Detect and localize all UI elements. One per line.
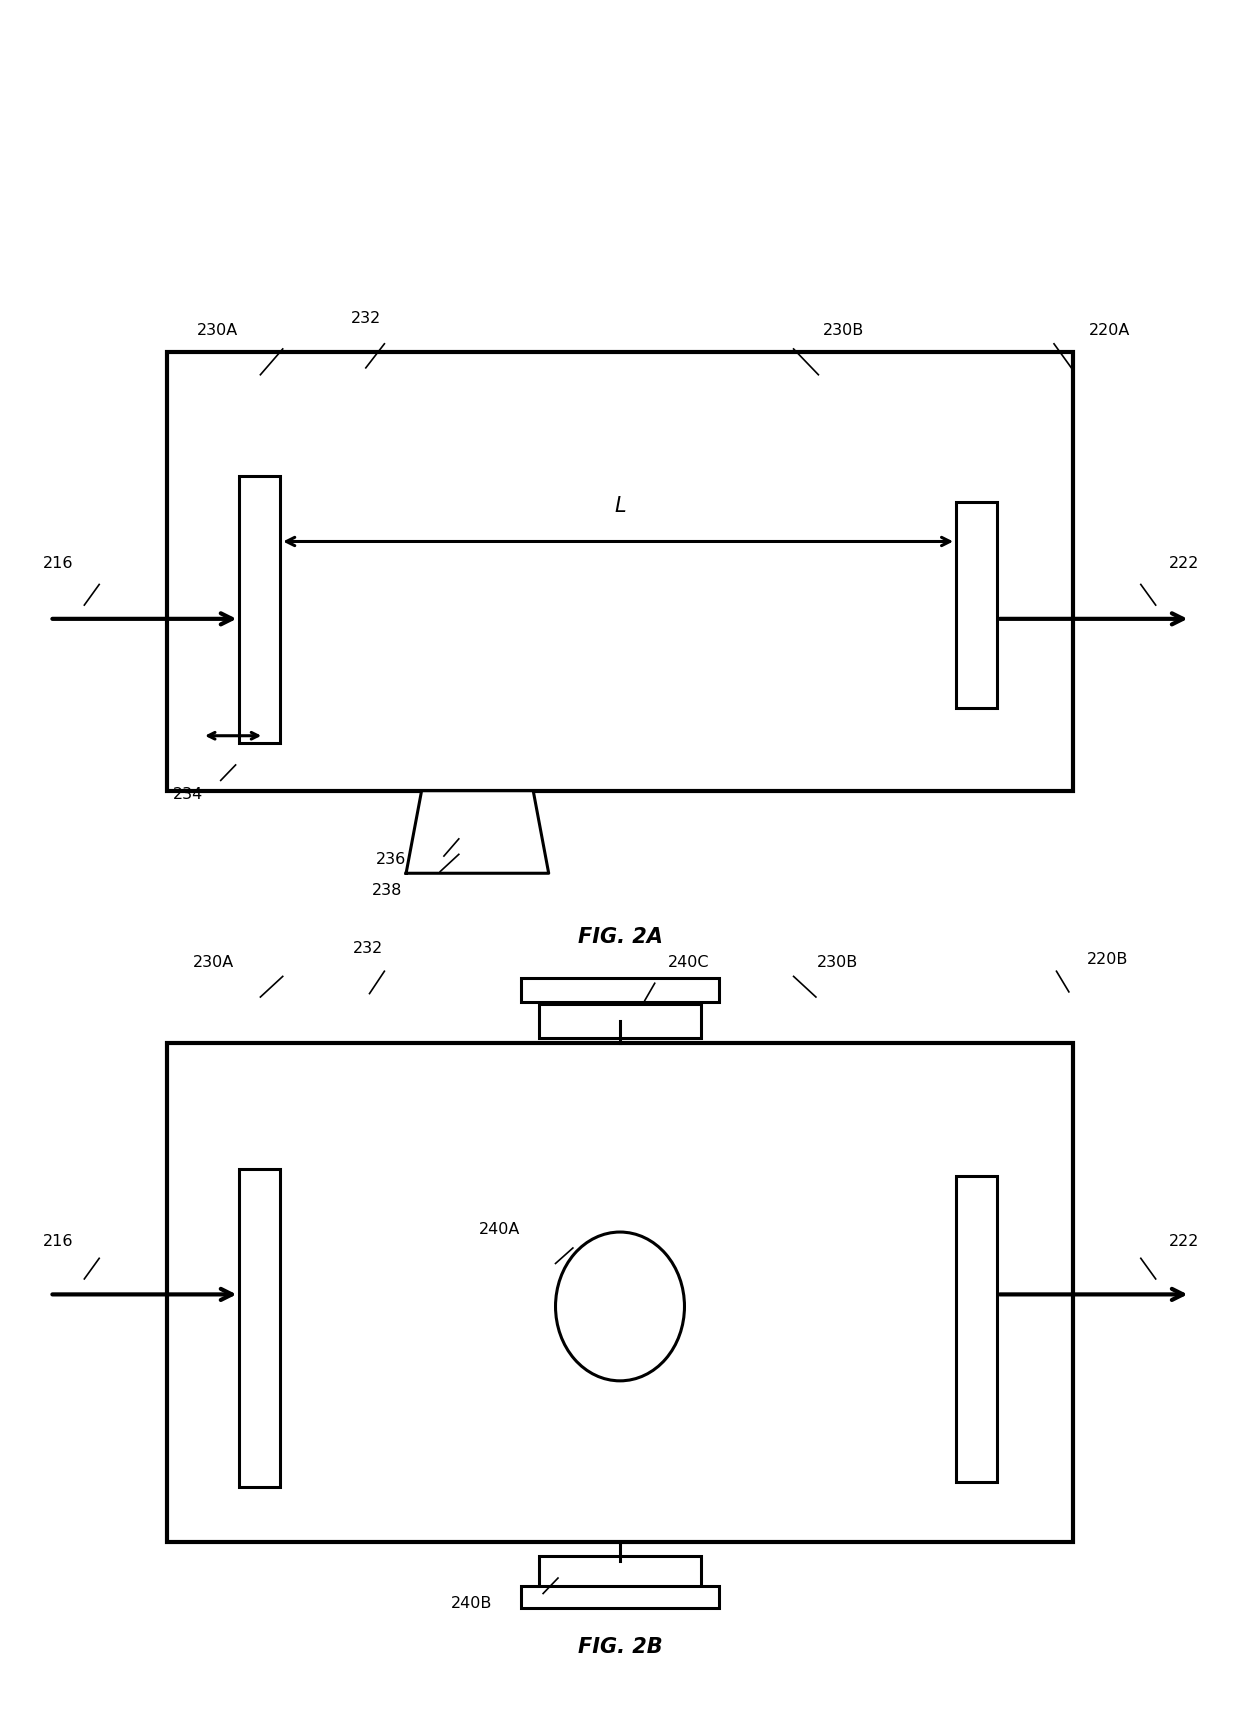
Text: 222: 222 (1169, 1234, 1199, 1248)
Text: 236: 236 (376, 853, 405, 866)
Ellipse shape (556, 1233, 684, 1380)
Text: 238: 238 (372, 884, 402, 897)
Text: 230B: 230B (816, 956, 858, 970)
Text: 216: 216 (43, 557, 73, 571)
Text: 240C: 240C (667, 956, 709, 970)
Bar (167, 352, 1073, 791)
Bar (956, 502, 997, 708)
Text: FIG. 2B: FIG. 2B (578, 1636, 662, 1657)
Polygon shape (407, 791, 549, 873)
Text: 240A: 240A (479, 1222, 521, 1236)
Text: 232: 232 (353, 942, 383, 956)
Text: 222: 222 (1169, 557, 1199, 571)
Text: 220B: 220B (1086, 952, 1128, 966)
Bar (956, 1176, 997, 1482)
Text: FIG. 2A: FIG. 2A (578, 927, 662, 947)
Bar (539, 1004, 701, 1038)
Bar (167, 1043, 1073, 1542)
Bar (521, 978, 719, 1002)
Text: 230A: 230A (196, 323, 238, 337)
Bar (239, 476, 280, 743)
Bar (539, 1556, 701, 1587)
Text: L: L (614, 495, 626, 516)
Text: 216: 216 (43, 1234, 73, 1248)
Text: 230B: 230B (822, 323, 864, 337)
Bar (239, 1169, 280, 1487)
Text: 240B: 240B (450, 1597, 492, 1611)
Text: 230A: 230A (192, 956, 234, 970)
Bar (521, 1585, 719, 1609)
Text: 234: 234 (174, 787, 203, 801)
Text: 232: 232 (351, 311, 381, 325)
Text: 220A: 220A (1089, 323, 1131, 337)
